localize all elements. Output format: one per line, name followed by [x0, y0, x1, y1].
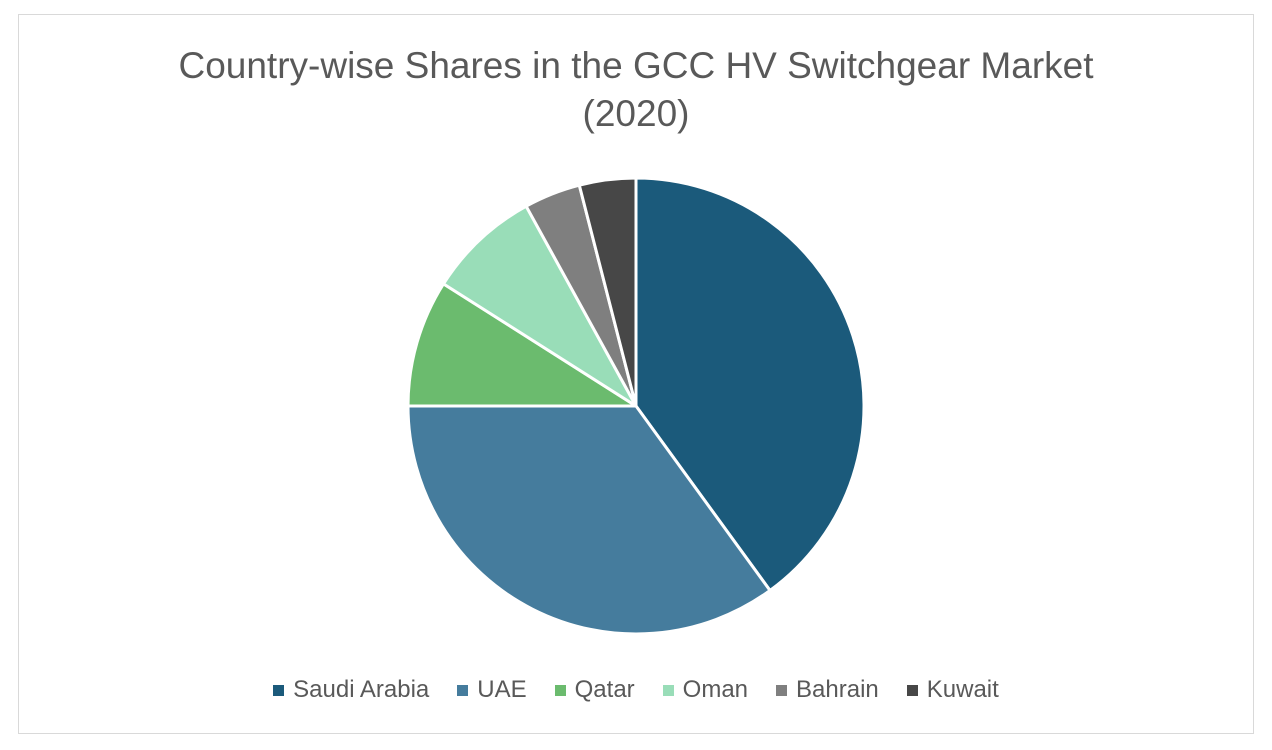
legend-item-oman: Oman: [662, 674, 749, 706]
legend-item-qatar: Qatar: [554, 674, 635, 706]
legend-label: UAE: [477, 676, 527, 703]
legend-swatch: [457, 684, 469, 696]
legend-swatch: [273, 684, 285, 696]
chart-title-line1: Country-wise Shares in the GCC HV Switch…: [178, 45, 1094, 86]
legend-label: Kuwait: [926, 676, 999, 703]
pie-slice-uae: [406, 404, 772, 636]
chart-legend: Saudi Arabia UAE Qatar Oman Bahrain Kuwait: [0, 674, 1272, 706]
legend-swatch: [776, 684, 788, 696]
legend-item-uae: UAE: [457, 674, 527, 706]
legend-swatch: [662, 684, 674, 696]
pie-slice-kuwait: [577, 176, 638, 408]
pie-slice-oman: [441, 204, 638, 408]
legend-item-kuwait: Kuwait: [906, 674, 999, 706]
chart-title: Country-wise Shares in the GCC HV Switch…: [0, 42, 1272, 138]
legend-item-saudi-arabia: Saudi Arabia: [273, 674, 429, 706]
legend-swatch: [906, 684, 918, 696]
pie-slice-qatar: [406, 282, 638, 408]
legend-label: Oman: [682, 676, 749, 703]
legend-swatch: [554, 684, 566, 696]
legend-label: Bahrain: [796, 676, 879, 703]
chart-title-line2: (2020): [582, 93, 690, 134]
pie-slice-saudi-arabia: [634, 176, 866, 592]
legend-label: Saudi Arabia: [293, 676, 430, 703]
legend-item-bahrain: Bahrain: [776, 674, 879, 706]
legend-label: Qatar: [574, 676, 635, 703]
